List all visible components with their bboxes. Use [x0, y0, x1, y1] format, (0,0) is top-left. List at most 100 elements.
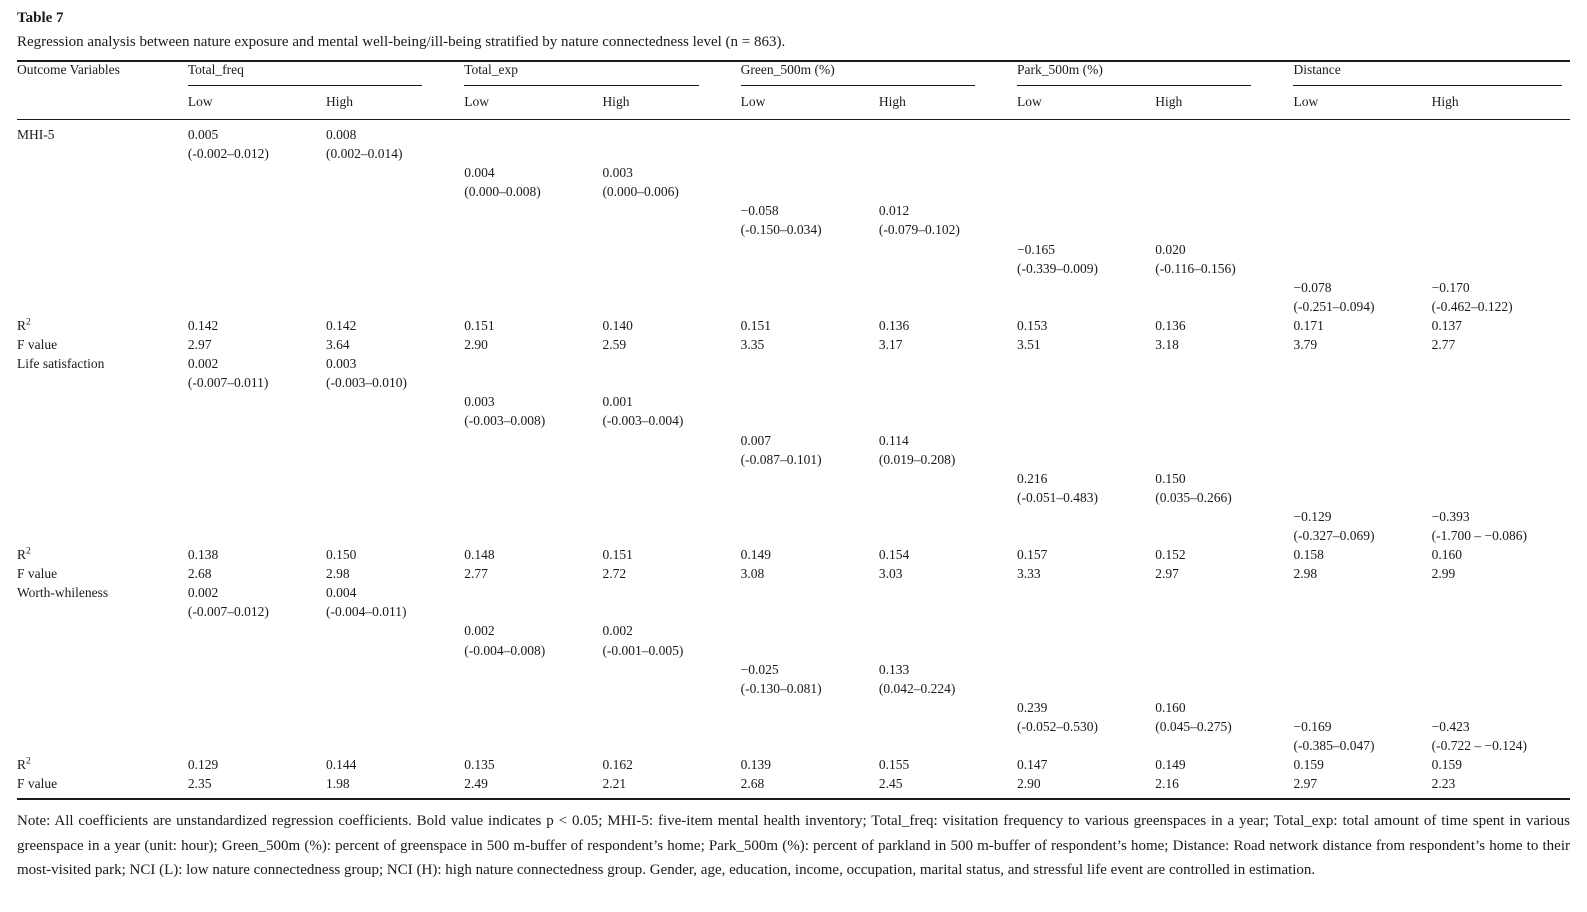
value-cell: [1155, 621, 1293, 640]
value-cell: (-0.051–0.483): [1017, 489, 1099, 505]
table-row: (-0.087–0.101) (0.019–0.208): [17, 450, 1570, 469]
value-cell: [602, 469, 740, 488]
value-cell: [326, 450, 464, 469]
regression-table: Outcome Variables Total_freq Total_exp Gree…: [17, 60, 1570, 801]
value-cell: 0.139: [740, 757, 772, 773]
value-cell: [602, 373, 740, 392]
value-cell: [1017, 163, 1155, 182]
value-cell: (0.045–0.275): [1155, 718, 1232, 734]
value-cell: −0.169: [1293, 718, 1332, 734]
value-cell: [741, 411, 879, 430]
value-cell: [188, 488, 326, 507]
value-cell: [602, 736, 740, 755]
value-cell: 0.144: [326, 757, 357, 773]
row-label: [17, 431, 188, 450]
value-cell: [464, 201, 602, 220]
value-cell: [464, 144, 602, 163]
value-cell: [602, 507, 740, 526]
value-cell: 0.002: [187, 585, 219, 601]
row-label: [17, 469, 188, 488]
table-row: Worth-whileness 0.002 0.004: [17, 583, 1570, 602]
value-cell: [1155, 163, 1293, 182]
value-cell: (-0.722 – −0.124): [1431, 738, 1528, 753]
value-cell: [1017, 120, 1155, 145]
value-cell: [879, 120, 1017, 145]
table-row: (-0.004–0.008) (-0.001–0.005): [17, 641, 1570, 660]
value-cell: [464, 297, 602, 316]
value-cell: [188, 411, 326, 430]
value-cell: 0.149: [1155, 757, 1186, 773]
column-group-heading: Total_exp: [464, 61, 740, 86]
value-cell: [188, 736, 326, 755]
row-label: [17, 144, 188, 163]
value-cell: [1293, 163, 1431, 182]
value-cell: 2.77: [464, 566, 488, 582]
value-cell: [1155, 679, 1293, 698]
table-row: 0.003 0.001: [17, 392, 1570, 411]
row-label: [17, 297, 188, 316]
row-label: R2: [17, 756, 31, 773]
value-cell: [326, 621, 464, 640]
value-cell: 0.137: [1431, 317, 1463, 333]
table-row: 0.004 0.003: [17, 163, 1570, 182]
value-cell: [741, 392, 879, 411]
table-row: 0.216 0.150: [17, 469, 1570, 488]
value-cell: [326, 736, 464, 755]
table-title: Table 7: [17, 10, 64, 26]
value-cell: [326, 717, 464, 736]
value-cell: 0.138: [187, 547, 219, 563]
value-cell: [602, 431, 740, 450]
value-cell: [188, 698, 326, 717]
value-cell: 0.136: [1155, 317, 1186, 333]
row-label: [17, 660, 188, 679]
value-cell: [602, 679, 740, 698]
value-cell: [879, 641, 1017, 660]
row-label: [17, 182, 188, 201]
value-cell: 2.97: [1293, 776, 1318, 792]
value-cell: [1432, 698, 1570, 717]
table-row: (-0.052–0.530) (0.045–0.275) −0.169 −0.423: [17, 717, 1570, 736]
value-cell: (-0.003–0.008): [464, 413, 546, 429]
table-row: MHI-5 0.005 0.008: [17, 120, 1570, 145]
row-label: [17, 621, 188, 640]
column-group-heading: Park_500m (%): [1017, 61, 1293, 86]
value-cell: [1293, 450, 1431, 469]
value-cell: [326, 259, 464, 278]
value-cell: [602, 602, 740, 621]
value-cell: [188, 297, 326, 316]
value-cell: (0.042–0.224): [878, 680, 956, 696]
value-cell: [1155, 660, 1293, 679]
value-cell: [326, 698, 464, 717]
value-cell: −0.170: [1431, 279, 1470, 295]
value-cell: [464, 698, 602, 717]
value-cell: [1017, 507, 1155, 526]
value-cell: [188, 660, 326, 679]
table-row: (-0.003–0.008) (-0.003–0.004): [17, 411, 1570, 430]
value-cell: (-0.001–0.005): [602, 642, 684, 658]
table-header: Outcome Variables Total_freq Total_exp Gree…: [17, 61, 1570, 120]
value-cell: [741, 278, 879, 297]
value-cell: −0.058: [740, 203, 779, 219]
value-cell: 0.147: [1017, 757, 1048, 773]
value-cell: (-0.004–0.011): [326, 604, 407, 620]
value-cell: [464, 583, 602, 602]
value-cell: [602, 144, 740, 163]
subheader-high: High: [602, 86, 741, 120]
value-cell: −0.025: [740, 661, 779, 677]
value-cell: [879, 698, 1017, 717]
table-row: (-0.130–0.081) (0.042–0.224): [17, 679, 1570, 698]
value-cell: [188, 201, 326, 220]
value-cell: 0.142: [187, 317, 219, 333]
value-cell: [1293, 488, 1431, 507]
value-cell: [879, 354, 1017, 373]
value-cell: 0.152: [1155, 547, 1186, 563]
table-row: (-0.007–0.012) (-0.004–0.011): [17, 602, 1570, 621]
table-row: (-0.251–0.094) (-0.462–0.122): [17, 297, 1570, 316]
value-cell: (0.000–0.006): [602, 184, 679, 200]
value-cell: [1155, 641, 1293, 660]
value-cell: [602, 698, 740, 717]
group-header-row: Outcome Variables Total_freq Total_exp Gree…: [17, 61, 1570, 120]
value-cell: 0.133: [878, 661, 910, 677]
value-cell: 0.003: [602, 165, 633, 181]
row-label: [17, 163, 188, 182]
